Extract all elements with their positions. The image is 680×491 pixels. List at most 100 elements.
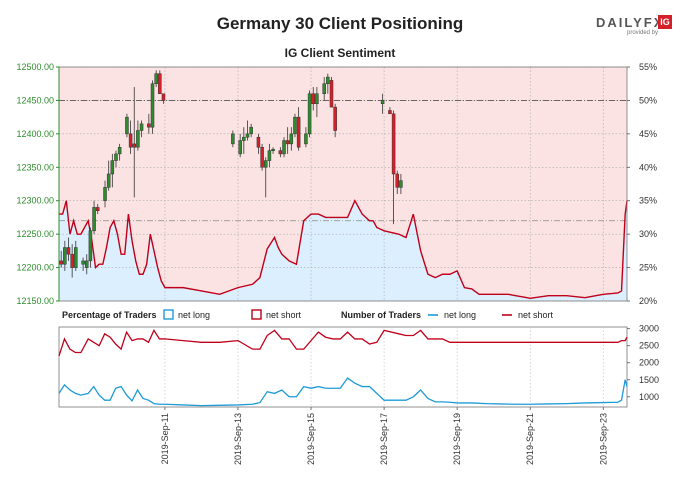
traders-tick-label: 3000	[639, 324, 659, 334]
candle	[103, 187, 107, 201]
candle	[59, 260, 63, 265]
candle	[311, 93, 315, 105]
candle	[132, 143, 136, 148]
pct-tick-label: 40%	[639, 162, 657, 172]
candle	[304, 133, 308, 145]
candle	[70, 253, 74, 268]
ig-badge-icon: IG	[658, 15, 672, 29]
candle	[136, 130, 140, 148]
candle	[263, 160, 268, 168]
net-short-count-line	[58, 329, 628, 357]
candle	[92, 207, 96, 232]
dailyfx-logo: DAILYFX provided by IG	[596, 14, 676, 38]
candle	[128, 133, 133, 148]
candle	[293, 116, 297, 135]
candle	[296, 116, 301, 148]
pct-tick-label: 55%	[639, 62, 657, 72]
candle	[154, 73, 158, 84]
candle	[158, 73, 162, 94]
candle	[249, 126, 253, 135]
candle	[399, 180, 403, 188]
pct-tick-label: 30%	[639, 229, 657, 239]
candle	[307, 93, 312, 135]
candle	[329, 80, 334, 108]
candle	[88, 230, 93, 262]
price-tick-label: 12450.00	[16, 95, 54, 105]
candle	[260, 146, 264, 168]
time-tick-label: 2019-Sep-23	[598, 413, 608, 465]
legend-net-long-label: net long	[178, 310, 210, 320]
logo-text: DAILYFX	[596, 15, 665, 30]
candle	[322, 83, 326, 94]
legend-net-long-swatch	[163, 309, 174, 320]
candle	[150, 83, 155, 128]
candle	[242, 136, 246, 141]
traders-tick-label: 2500	[639, 341, 659, 351]
candle	[271, 148, 275, 151]
legend-net-short-swatch	[251, 309, 262, 320]
candle	[161, 93, 166, 101]
long-area	[59, 200, 627, 301]
time-tick-label: 2019-Sep-19	[452, 413, 462, 465]
price-tick-label: 12300.00	[16, 196, 54, 206]
candle	[238, 140, 242, 155]
legend-num-net-long-label: net long	[444, 310, 476, 320]
candle	[139, 123, 144, 131]
chart-title: Germany 30 Client Positioning	[216, 14, 464, 33]
legend-net-short-label: net short	[266, 310, 302, 320]
candle	[95, 207, 100, 211]
net-long-count-line	[58, 377, 628, 407]
traders-tick-label: 1000	[639, 392, 659, 402]
candle	[245, 133, 250, 138]
net-short-pct-line	[59, 199, 628, 300]
candle	[81, 260, 85, 265]
pct-tick-label: 50%	[639, 95, 657, 105]
candle	[110, 160, 115, 175]
candle	[256, 136, 261, 148]
legend-pct-title: Percentage of Traders	[62, 310, 157, 320]
candle	[289, 133, 294, 145]
time-tick-label: 2019-Sep-11	[160, 413, 170, 464]
candle	[106, 173, 111, 188]
price-tick-label: 12200.00	[16, 263, 54, 273]
pct-tick-label: 35%	[639, 196, 657, 206]
candle	[326, 76, 330, 84]
candle	[63, 247, 67, 265]
price-tick-label: 12350.00	[16, 162, 54, 172]
chart-subtitle: IG Client Sentiment	[284, 46, 396, 60]
candle	[285, 140, 290, 145]
candle	[391, 113, 396, 175]
candle	[395, 173, 399, 188]
price-tick-label: 12500.00	[16, 62, 54, 72]
candle	[231, 133, 235, 145]
price-tick-label: 12400.00	[16, 129, 54, 139]
candle	[278, 150, 283, 155]
pct-tick-label: 45%	[639, 129, 657, 139]
time-tick-label: 2019-Sep-15	[306, 413, 316, 465]
candle	[282, 140, 286, 155]
pct-tick-label: 25%	[639, 263, 657, 273]
traders-tick-label: 2000	[639, 358, 659, 368]
time-tick-label: 2019-Sep-21	[525, 413, 535, 465]
legend-num-net-short-label: net short	[518, 310, 554, 320]
legend-num-title: Number of Traders	[341, 310, 421, 320]
time-tick-label: 2019-Sep-13	[233, 413, 243, 465]
candle	[85, 260, 89, 268]
candle	[267, 150, 272, 161]
candle	[117, 146, 122, 155]
candle	[125, 116, 129, 135]
price-tick-label: 12150.00	[16, 296, 54, 306]
candle	[388, 110, 392, 115]
traders-tick-label: 1500	[639, 375, 659, 385]
logo-provider-text: provided by	[627, 30, 659, 36]
price-tick-label: 12250.00	[16, 229, 54, 239]
time-tick-label: 2019-Sep-17	[379, 413, 389, 465]
candle	[114, 153, 118, 161]
candle	[333, 106, 337, 131]
candle	[315, 93, 319, 105]
pct-tick-label: 20%	[639, 296, 657, 306]
candle	[380, 100, 385, 105]
candle	[74, 247, 78, 268]
candle	[147, 123, 151, 128]
